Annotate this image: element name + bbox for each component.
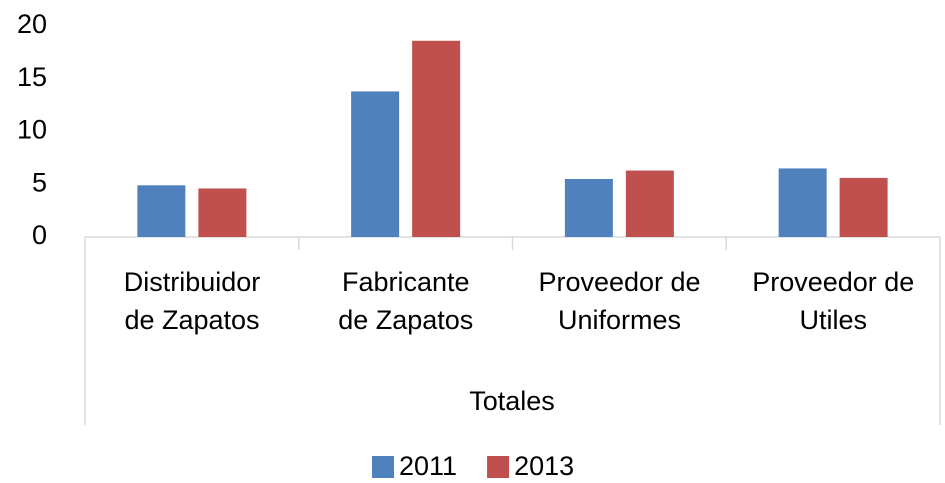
bar <box>625 170 674 237</box>
bar <box>839 177 888 237</box>
y-tick-label: 20 <box>17 9 47 39</box>
bar <box>412 40 461 237</box>
bar <box>351 91 400 237</box>
x-tick-label: Fabricante de Zapatos <box>338 267 474 335</box>
legend-swatch <box>372 456 394 478</box>
y-tick-label: 15 <box>17 62 47 92</box>
legend-label: 2013 <box>514 451 574 481</box>
y-tick-label: 5 <box>32 167 47 197</box>
bar <box>198 188 247 237</box>
bar <box>778 168 827 237</box>
x-tick-label: Distribuidor de Zapatos <box>123 267 261 335</box>
legend-label: 2011 <box>399 451 457 481</box>
y-tick-label: 0 <box>32 220 47 250</box>
y-tick-label: 10 <box>17 115 47 145</box>
bar <box>137 185 186 237</box>
legend-swatch <box>487 456 510 478</box>
x-tick-label: Proveedor de Utiles <box>752 267 915 335</box>
bar <box>564 178 613 237</box>
group-label: Totales <box>469 386 555 416</box>
x-tick-label: Proveedor de Uniformes <box>538 267 701 335</box>
